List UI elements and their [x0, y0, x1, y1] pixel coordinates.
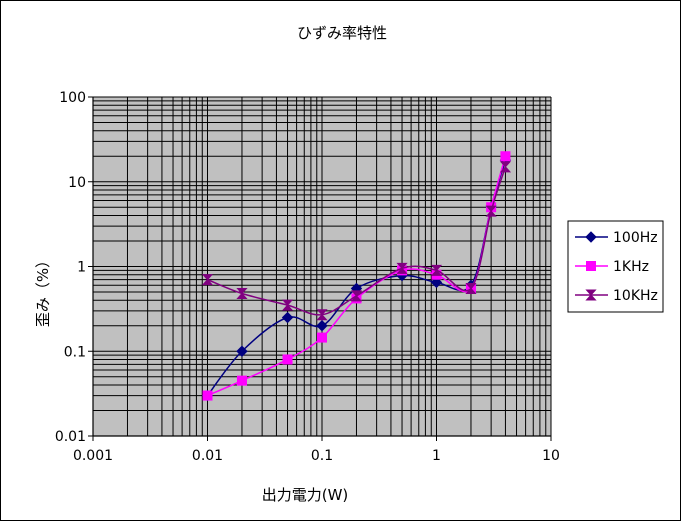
- series-layer: [201, 151, 512, 402]
- data-point: [350, 290, 363, 302]
- data-point: [281, 299, 294, 311]
- series-line: [207, 166, 507, 316]
- y-tick-label: 0.01: [55, 429, 86, 445]
- legend-marker: [585, 289, 597, 301]
- data-point: [465, 283, 477, 295]
- data-point: [236, 345, 248, 357]
- data-point: [282, 354, 293, 365]
- data-point: [317, 332, 327, 343]
- y-tick-label: 10: [68, 175, 86, 191]
- legend-marker: [585, 231, 597, 243]
- y-tick-label: 100: [59, 90, 86, 106]
- data-point: [236, 375, 247, 386]
- data-point: [202, 390, 213, 401]
- data-point: [316, 309, 328, 321]
- legend-label: 100Hz: [613, 230, 658, 246]
- data-point: [500, 151, 511, 162]
- x-tick-label: 0.001: [73, 448, 113, 464]
- data-point: [316, 320, 328, 332]
- data-point: [396, 262, 408, 274]
- y-tick-label: 0.1: [64, 344, 86, 360]
- data-point: [499, 161, 512, 173]
- x-axis-label: 出力電力(W): [262, 486, 349, 504]
- y-tick-label: 1: [77, 260, 86, 276]
- data-point: [485, 205, 497, 217]
- data-point: [430, 264, 443, 276]
- legend: 100Hz 1KHz 10KHz: [567, 220, 664, 313]
- legend-label: 1KHz: [613, 259, 649, 275]
- x-tick-label: 0.1: [311, 448, 333, 464]
- x-tick-label: 10: [542, 448, 560, 464]
- chart-title: ひずみ率特性: [297, 24, 387, 42]
- series-10KHz: [201, 161, 512, 321]
- x-tick-label: 1: [432, 448, 441, 464]
- data-point: [236, 288, 248, 300]
- data-point: [430, 276, 443, 289]
- legend-label: 10KHz: [613, 288, 658, 304]
- x-tick-label: 0.01: [192, 448, 223, 464]
- axes: 0.001 0.01 0.1 1 10 0.01 0.1 1 10 100: [55, 90, 560, 464]
- y-axis-label: 歪み（%）: [34, 253, 52, 327]
- legend-marker: [586, 261, 596, 271]
- data-point: [281, 311, 294, 324]
- data-point: [201, 274, 214, 286]
